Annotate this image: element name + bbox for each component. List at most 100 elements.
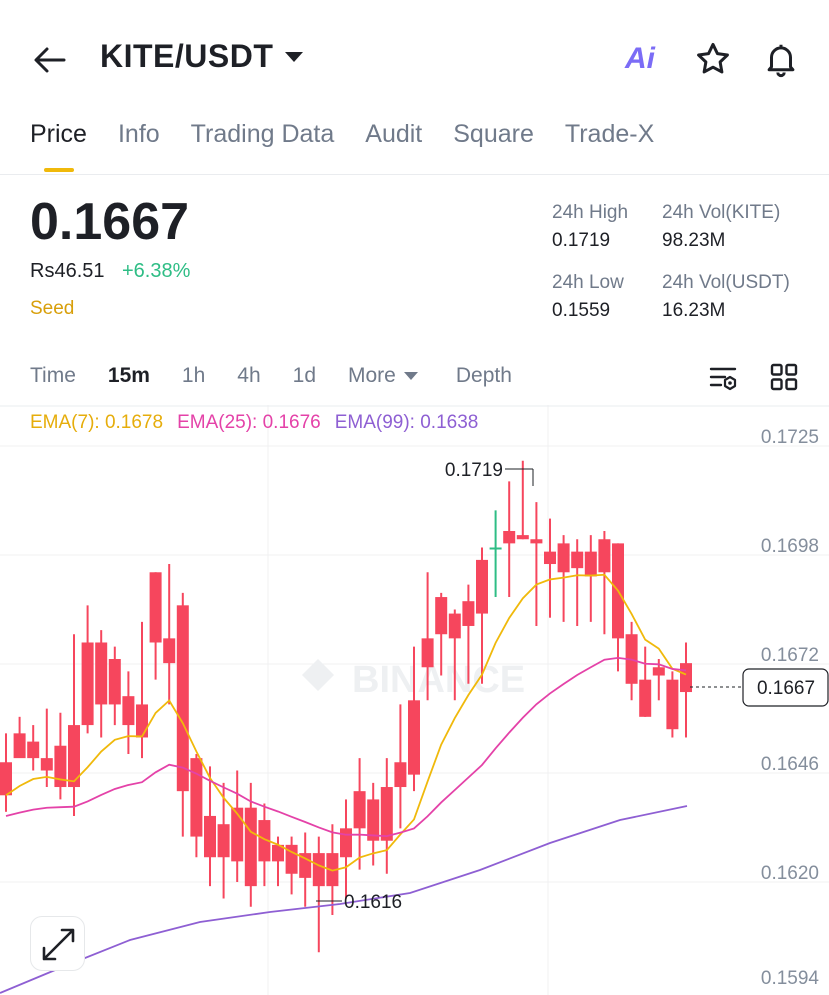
candle-body	[108, 659, 121, 705]
y-tick-label: 0.1620	[761, 863, 819, 884]
candle-body	[462, 601, 475, 626]
y-tick-label: 0.1646	[761, 754, 819, 775]
candle-body	[95, 642, 108, 705]
candle-body	[584, 551, 597, 577]
arrow-left-icon[interactable]	[30, 40, 70, 80]
candle-body	[312, 853, 325, 887]
interval-15m[interactable]: 15m	[107, 364, 150, 387]
candle-body	[476, 559, 488, 614]
candle-body	[503, 530, 516, 544]
candle-body	[231, 807, 244, 862]
stat-label: 24h High	[552, 202, 629, 223]
interval-more[interactable]: More	[348, 364, 418, 388]
candle-body	[544, 551, 556, 565]
candle-body	[666, 679, 679, 730]
candle-body	[557, 543, 570, 573]
stat-value: 98.23M	[662, 230, 726, 251]
candle-body	[13, 733, 26, 759]
tab-info[interactable]: Info	[117, 120, 160, 148]
interval-time[interactable]: Time	[30, 364, 76, 387]
interval-bar: Time 15m 1h 4h 1d More Depth	[30, 364, 544, 388]
chart-settings-icon[interactable]	[708, 364, 740, 394]
candle-body	[448, 613, 461, 639]
candle-body	[68, 725, 80, 788]
pair-title[interactable]: KITE/USDT	[100, 38, 274, 74]
candle-body	[40, 758, 53, 771]
candle-body	[27, 741, 40, 759]
tab-price[interactable]: Price	[30, 120, 87, 172]
candle-body	[204, 815, 216, 858]
candle-body	[163, 638, 176, 664]
y-tick-label: 0.1698	[761, 536, 819, 557]
stat-value: 0.1719	[552, 230, 611, 251]
candle-body	[285, 844, 298, 874]
interval-1h[interactable]: 1h	[181, 364, 206, 387]
current-price-label: 0.1667	[757, 678, 815, 699]
stat-24h-vol-base: 24h Vol(KITE) 98.23M	[662, 202, 780, 252]
high-marker: 0.1719	[445, 460, 534, 486]
ema25-line	[5, 656, 687, 838]
candle-body	[408, 700, 420, 775]
star-icon[interactable]	[694, 40, 732, 78]
chevron-down-icon[interactable]	[285, 52, 303, 62]
candle-body	[54, 745, 67, 788]
candle-body	[421, 638, 434, 668]
bell-icon[interactable]	[762, 39, 800, 79]
fullscreen-button[interactable]	[30, 916, 85, 971]
fiat-price: Rs46.51	[30, 260, 105, 282]
candle-body	[340, 828, 352, 858]
candle-body	[571, 551, 584, 569]
tab-trade-x[interactable]: Trade-X	[564, 120, 655, 148]
candle-body	[380, 787, 393, 841]
candle-body	[353, 791, 366, 829]
candlestick-chart[interactable]: BINANCE 0.1725 0.1698 0.1672 0.1646 0.1620 0.1…	[0, 405, 829, 995]
divider	[0, 174, 829, 175]
more-label: More	[348, 364, 396, 387]
high-marker-label: 0.1719	[445, 460, 503, 481]
price-change: +6.38%	[122, 260, 191, 282]
candle-body	[489, 547, 502, 550]
grid-layout-icon[interactable]	[770, 363, 798, 391]
stat-label: 24h Low	[552, 272, 624, 293]
ai-icon[interactable]: Ai	[625, 42, 655, 75]
last-price: 0.1667	[30, 193, 190, 251]
ema7-line	[5, 573, 687, 872]
stat-label: 24h Vol(KITE)	[662, 202, 781, 223]
candle-body	[652, 667, 665, 676]
y-tick-label: 0.1725	[761, 427, 819, 448]
stat-24h-low: 24h Low 0.1559	[552, 272, 624, 322]
candle-body	[530, 539, 543, 544]
stat-24h-vol-quote: 24h Vol(USDT) 16.23M	[662, 272, 790, 322]
candle-body	[435, 597, 448, 635]
tab-bar: Price Info Trading Data Audit Square Tra…	[30, 120, 685, 172]
candle-body	[639, 679, 652, 717]
binance-logo-icon	[302, 659, 334, 691]
depth-tab[interactable]: Depth	[455, 364, 512, 387]
candle-body	[81, 642, 94, 726]
candle-body	[136, 704, 148, 738]
candle-body	[367, 799, 380, 841]
candle-body	[190, 758, 203, 837]
tab-square[interactable]: Square	[453, 120, 534, 148]
tab-audit[interactable]: Audit	[365, 120, 423, 148]
candle-body	[0, 762, 12, 796]
stat-value: 16.23M	[662, 300, 726, 321]
stat-label: 24h Vol(USDT)	[662, 272, 790, 293]
interval-1d[interactable]: 1d	[292, 364, 316, 387]
candle-body	[680, 663, 692, 693]
interval-4h[interactable]: 4h	[237, 364, 261, 387]
low-marker: 0.1616	[316, 892, 402, 913]
candle-body	[244, 807, 257, 887]
ema7-label: EMA(7): 0.1678	[30, 412, 164, 433]
stat-value: 0.1559	[552, 300, 611, 321]
candle-body	[598, 539, 611, 573]
ema99-label: EMA(99): 0.1638	[334, 412, 479, 433]
seed-tag[interactable]: Seed	[30, 298, 75, 319]
ema-legend: EMA(7): 0.1678 EMA(25): 0.1676 EMA(99): …	[30, 412, 478, 434]
candle-body	[122, 696, 135, 726]
ema99-line	[0, 805, 688, 994]
stat-24h-high: 24h High 0.1719	[552, 202, 628, 252]
tab-trading-data[interactable]: Trading Data	[190, 120, 335, 148]
watermark: BINANCE	[352, 659, 525, 701]
y-tick-label: 0.1672	[761, 645, 819, 666]
